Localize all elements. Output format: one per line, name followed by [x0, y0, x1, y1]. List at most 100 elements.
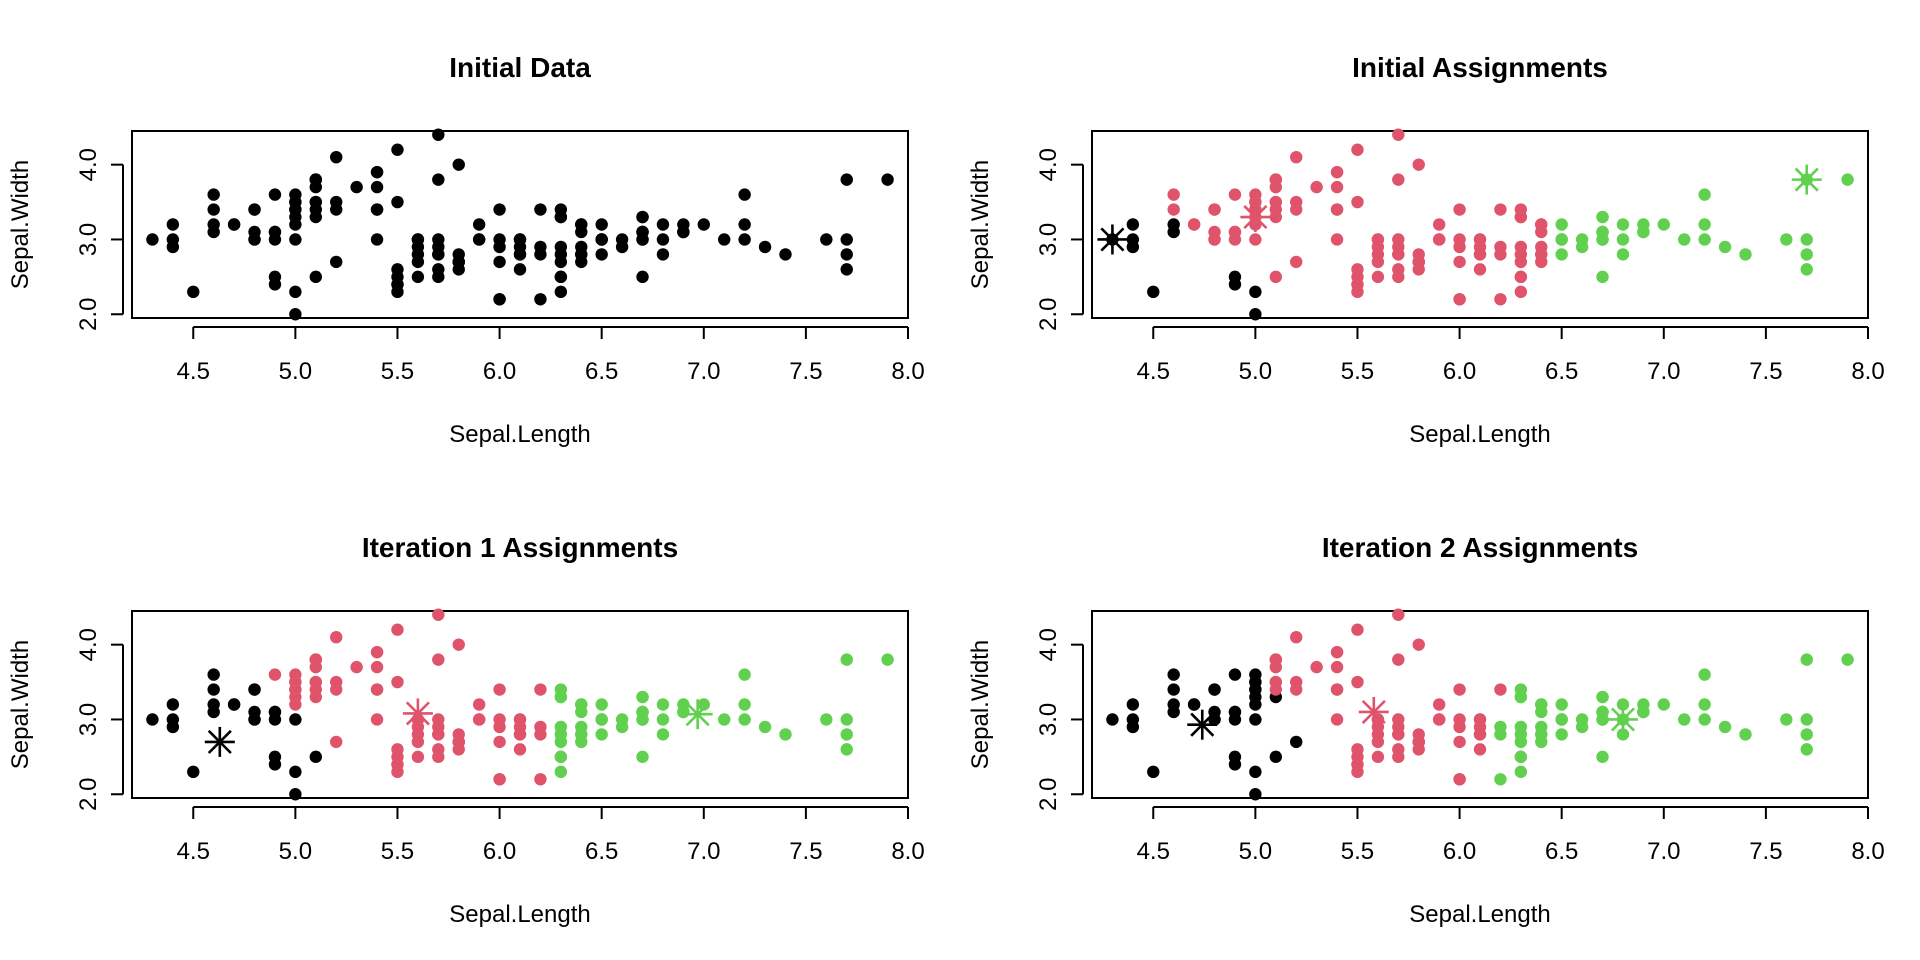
data-point	[1596, 690, 1609, 704]
data-point	[840, 728, 853, 741]
data-point	[1432, 698, 1446, 711]
centroid-marker	[402, 698, 433, 729]
data-point	[289, 675, 302, 689]
centroid-marker	[1358, 696, 1389, 727]
y-tick-label: 4.0	[1035, 628, 1062, 661]
data-point	[1187, 218, 1201, 231]
data-point	[820, 233, 833, 246]
centroid-stroke	[405, 701, 430, 726]
data-point	[166, 233, 180, 246]
plot-frame	[1091, 130, 1869, 319]
data-point	[391, 743, 404, 756]
data-point	[1167, 683, 1180, 696]
y-tick-label: 2.0	[1035, 298, 1062, 331]
data-point	[493, 683, 506, 696]
data-point	[1678, 713, 1691, 726]
data-point	[1228, 225, 1242, 239]
data-point	[493, 713, 506, 726]
data-point	[1800, 233, 1813, 246]
data-point	[452, 255, 465, 269]
data-point	[370, 645, 384, 659]
data-point	[1412, 255, 1425, 269]
x-tick-label: 7.5	[1749, 358, 1782, 385]
x-tick-label: 5.5	[1341, 838, 1374, 865]
data-point	[1616, 248, 1630, 261]
data-point	[738, 188, 751, 201]
data-point	[1330, 713, 1344, 726]
data-point	[289, 765, 302, 779]
chart-initial-data: Initial Data 4.5 5.0 5.5 6.0 6.5 7.0 7.5 8.0 2.0 3…	[7, 52, 925, 448]
data-point	[738, 698, 751, 711]
data-point	[636, 210, 649, 224]
data-point	[554, 765, 568, 779]
chart-iteration-2-assignments: Iteration 2 Assignments 4.5 5.0 5.5 6.0 6.5 7.…	[967, 532, 1885, 928]
data-point	[227, 698, 241, 711]
chart-initial-assignments: Initial Assignments 4.5 5.0 5.5 6.0 6.5 7.0 7.5…	[967, 52, 1885, 448]
data-point	[391, 195, 404, 209]
data-point	[166, 713, 180, 726]
data-point	[738, 668, 751, 681]
data-point	[391, 623, 404, 636]
data-point	[718, 233, 731, 246]
data-point	[1310, 180, 1323, 194]
plot-frame	[131, 610, 909, 799]
data-point	[513, 263, 527, 276]
centroid-marker	[1097, 224, 1128, 255]
data-point	[1718, 240, 1732, 254]
data-point	[513, 233, 527, 246]
data-point	[534, 683, 547, 696]
data-point	[411, 248, 425, 261]
data-point	[1453, 683, 1466, 696]
x-axis-label: Sepal.Length	[449, 901, 590, 928]
data-point	[779, 248, 792, 261]
data-point	[1371, 248, 1385, 261]
plot-frame	[1091, 610, 1869, 799]
data-point	[289, 690, 302, 704]
panel-iteration-1-assignments: Iteration 1 Assignments 4.5 5.0 5.5 6.0 6.5 7.…	[0, 480, 960, 960]
data-point	[1596, 210, 1609, 224]
data-point	[1412, 638, 1425, 651]
data-point	[1432, 233, 1446, 246]
x-tick-label: 8.0	[891, 358, 924, 385]
data-point	[1392, 173, 1405, 186]
data-point	[656, 713, 670, 726]
data-point	[1249, 690, 1262, 704]
data-point	[1494, 203, 1507, 216]
data-point	[615, 713, 629, 726]
data-point	[1432, 218, 1446, 231]
data-point	[1698, 233, 1711, 246]
centroid-stroke	[207, 729, 232, 754]
data-point	[1535, 248, 1548, 261]
data-point	[636, 690, 649, 704]
data-point	[411, 233, 425, 246]
data-point	[534, 248, 547, 261]
panel-initial-assignments: Initial Assignments 4.5 5.0 5.5 6.0 6.5 7.0 7.5…	[960, 0, 1920, 480]
chart-title: Iteration 2 Assignments	[1322, 532, 1638, 563]
data-point	[554, 728, 568, 741]
y-tick-label: 3.0	[1035, 223, 1062, 256]
data-point	[1249, 765, 1262, 779]
data-point	[1800, 728, 1813, 741]
data-point	[697, 698, 710, 711]
data-point	[840, 263, 853, 276]
data-point	[595, 728, 608, 741]
data-points	[146, 608, 894, 801]
x-tick-label: 7.0	[1647, 838, 1680, 865]
data-point	[636, 270, 649, 284]
data-point	[1739, 728, 1752, 741]
data-point	[1187, 698, 1201, 711]
data-point	[452, 158, 465, 171]
data-point	[1780, 713, 1793, 726]
data-point	[1167, 668, 1180, 681]
data-point	[432, 653, 445, 666]
data-point	[1351, 143, 1364, 156]
data-point	[493, 233, 506, 246]
data-point	[493, 735, 506, 749]
x-tick-label: 6.5	[1545, 838, 1578, 865]
data-point	[1596, 750, 1609, 764]
data-point	[309, 173, 322, 186]
data-point	[738, 713, 751, 726]
data-point	[1698, 668, 1711, 681]
data-point	[1800, 248, 1813, 261]
data-point	[146, 713, 159, 726]
